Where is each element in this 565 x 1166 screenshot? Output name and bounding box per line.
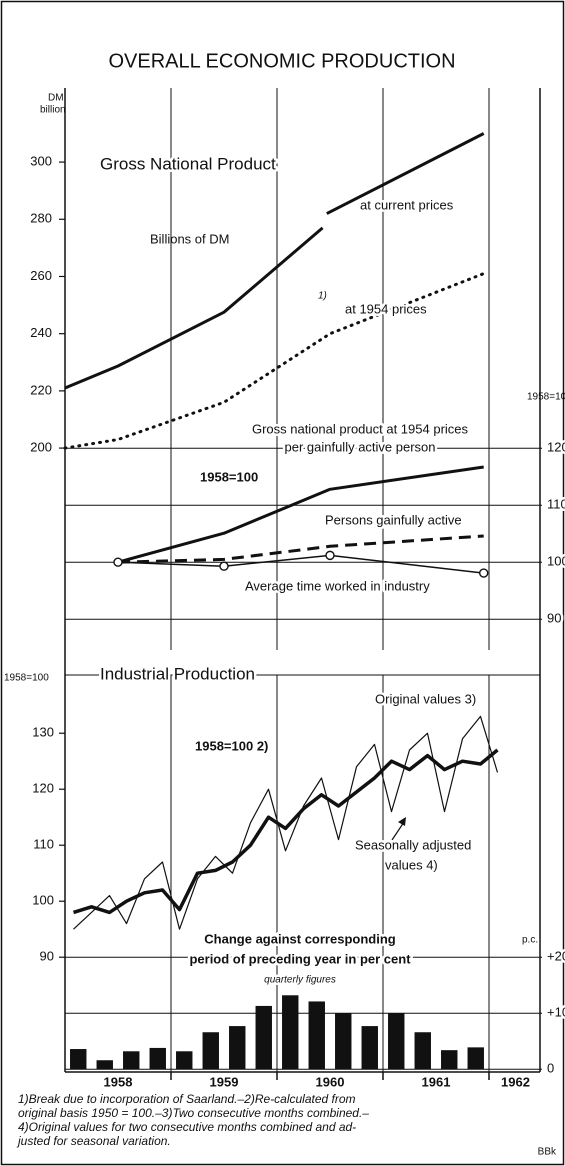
annotation: 1958=100 [200,469,258,484]
credit: BBk [538,1147,557,1158]
annotation: Gross national product at 1954 prices [252,421,469,436]
y2-tick-label: 0 [547,1061,554,1076]
series-line [73,715,499,930]
annotation: period of preceding year in per cent [189,951,411,966]
y-tick-label: 90 [40,949,54,964]
y-tick-label: 220 [30,382,52,397]
page-title: OVERALL ECONOMIC PRODUCTION [108,50,455,72]
point-marker [479,568,489,578]
y-tick-label: 260 [30,268,52,283]
bar [70,1049,87,1070]
series-label: Persons gainfully active [325,512,462,527]
x-tick-label: 1962 [501,1074,530,1089]
footnote: original basis 1950 = 100.–3)Two consecu… [18,1106,369,1120]
point-marker [219,561,229,571]
pointer [391,821,405,841]
annotation: values 4) [385,857,438,872]
x-tick-label: 1959 [210,1074,239,1089]
annotation: Seasonally adjusted [355,837,471,852]
bar [229,1026,246,1070]
y2-tick-label: +10 [547,1005,565,1020]
y-tick-label: 200 [30,440,52,455]
bar [414,1032,431,1070]
series-line [64,132,485,390]
y-axis-label: billion [40,105,66,116]
x-tick-label: 1960 [316,1074,345,1089]
point-marker [325,550,335,561]
x-tick-label: 1958 [104,1074,133,1089]
annotation: per gainfully active person [284,439,435,454]
y2-tick-label: 100 [547,554,565,569]
y2-tick-label: +20 [547,949,565,964]
point-marker [113,557,123,567]
panel-title: Industrial Production [100,664,255,683]
y-tick-label: 300 [30,154,52,169]
footnote: justed for seasonal variation. [16,1134,171,1148]
series-line [117,465,484,564]
y-tick-label: 240 [30,325,52,340]
bar [149,1047,166,1070]
y-tick-label: 120 [32,781,54,796]
bar [308,1001,325,1070]
y-axis-label: 1958=100 [4,673,49,684]
x-tick-label: 1961 [422,1074,451,1089]
y2-tick-label: 110 [547,497,565,512]
y2-tick-label: 120 [547,440,565,455]
bar [388,1013,405,1070]
annotation: quarterly figures [264,975,336,986]
panel-title: Gross National Product [100,154,276,173]
y2-axis-label: 1958=100 [527,392,565,403]
y-tick-label: 100 [32,893,54,908]
series-label: at 1954 prices [345,301,427,316]
bar [441,1050,458,1070]
y2-tick-label: 90 [547,611,561,626]
bar [96,1060,113,1070]
series-label: Average time worked in industry [245,578,430,593]
series-line [63,272,486,450]
bar [202,1032,219,1070]
y2-axis-label: p.c. [522,935,538,946]
bar [335,1013,352,1070]
annotation: Billions of DM [150,231,229,246]
series-label: Original values 3) [375,691,476,706]
series-line [117,554,484,574]
annotation: 1958=100 2) [195,738,268,753]
series-line [117,534,484,564]
y-axis-label: DM [48,93,64,104]
annotation: Change against corresponding [204,931,395,946]
bar [282,995,299,1070]
bar [361,1026,378,1070]
y-tick-label: 280 [30,211,52,226]
pointer-head [398,817,406,826]
series-label: at current prices [360,197,454,212]
bar [467,1047,484,1070]
footnote: 4)Original values for two consecutive mo… [18,1120,356,1134]
bar [255,1005,272,1070]
annotation: 1) [318,291,327,302]
y-tick-label: 130 [32,725,54,740]
bar [123,1051,140,1070]
bar [176,1051,193,1070]
series-line [72,748,499,915]
y-tick-label: 110 [33,837,54,852]
footnote: 1)Break due to incorporation of Saarland… [18,1092,356,1106]
